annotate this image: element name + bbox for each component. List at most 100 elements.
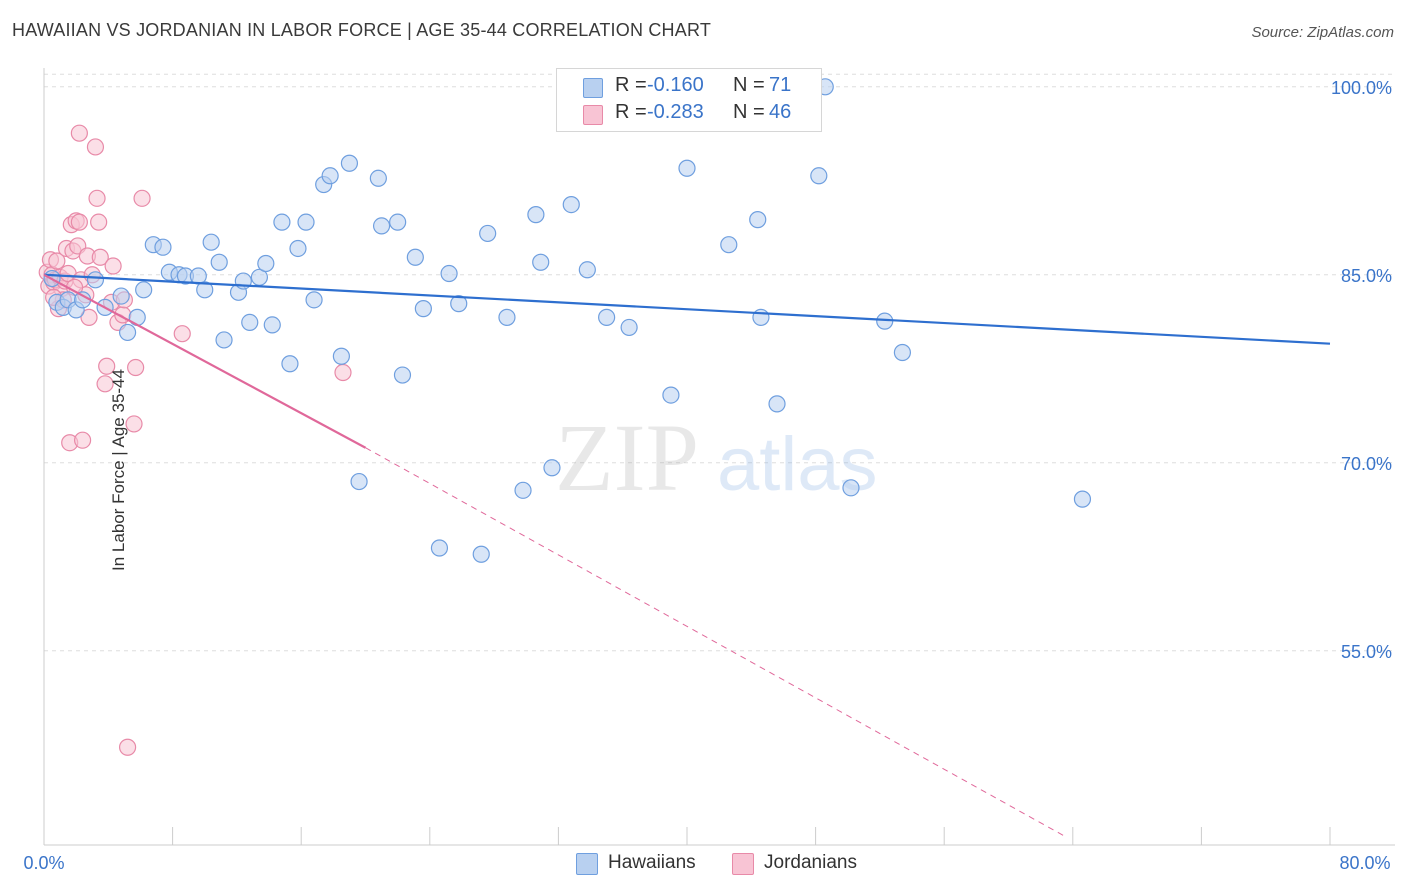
hawaiians-point	[215, 331, 233, 349]
jordanians-trend-extension	[365, 447, 1066, 837]
source-label: Source: ZipAtlas.com	[1251, 24, 1394, 41]
hawaiians-point	[842, 479, 860, 497]
jordanians-trend-line	[43, 273, 367, 449]
jordanians-point	[98, 357, 116, 375]
jordanians-point	[48, 252, 66, 270]
jordanians-point	[127, 358, 145, 377]
hawaiians-point	[372, 217, 391, 235]
hawaiians-point	[662, 386, 680, 404]
hawaiians-point	[393, 366, 412, 384]
y-axis-label: In Labor Force | Age 35-44	[108, 369, 128, 571]
hawaiians-point	[86, 271, 105, 289]
legend-row-hawaiians: R = -0.160 N = 71	[557, 74, 821, 100]
legend-r-value: -0.160	[647, 74, 704, 96]
jordanians-point	[88, 189, 106, 207]
hawaiians-point	[263, 316, 281, 334]
legend-swatch-blue	[583, 78, 603, 98]
jordanians-point	[70, 124, 88, 142]
chart-title: HAWAIIAN VS JORDANIAN IN LABOR FORCE | A…	[12, 20, 712, 40]
y-tick-label: 100.0%	[1331, 78, 1392, 98]
legend-n-value: 71	[769, 74, 792, 96]
hawaiians-point	[210, 253, 228, 271]
hawaiians-point	[369, 169, 387, 187]
jordanians-point	[96, 375, 114, 393]
jordanians-label: Jordanians	[764, 852, 857, 873]
jordanians-swatch	[732, 853, 754, 875]
legend-r-value: -0.283	[647, 101, 704, 123]
hawaiians-point	[135, 281, 153, 299]
hawaiians-point	[562, 196, 580, 214]
trend-lines	[43, 273, 1331, 837]
tick-labels: 55.0% 70.0% 85.0% 100.0% 0.0% 80.0%	[23, 78, 1392, 873]
hawaiians-point	[749, 211, 767, 229]
hawaiians-point	[678, 159, 696, 177]
hawaiians-point	[450, 295, 468, 313]
jordanians-point	[173, 325, 191, 343]
hawaiians-trend-line	[43, 273, 1331, 345]
hawaiians-point	[406, 248, 424, 266]
legend-n-label: N =	[733, 101, 765, 123]
hawaiians-point	[257, 254, 275, 273]
jordanians-point	[133, 189, 151, 207]
axes	[43, 68, 1395, 846]
hawaiians-point	[498, 308, 516, 326]
hawaiians-point	[752, 308, 770, 326]
watermark: ZIP atlas	[555, 404, 878, 511]
jordanians-point	[125, 415, 143, 433]
jordanians-point	[104, 257, 122, 275]
hawaiians-point	[297, 213, 315, 231]
hawaiians-point	[154, 238, 172, 256]
hawaiians-point	[273, 213, 291, 231]
stats-legend: R = -0.160 N = 71 R = -0.283 N = 46	[556, 68, 822, 132]
x-tick-label-max: 80.0%	[1339, 853, 1390, 873]
hawaiians-point	[73, 291, 92, 309]
hawaiians-point	[1073, 490, 1092, 508]
jordanians-point	[86, 138, 105, 156]
hawaiians-point	[112, 287, 130, 305]
hawaiians-point	[389, 213, 407, 231]
hawaiians-point	[598, 308, 616, 326]
hawaiians-point	[472, 545, 490, 563]
y-tick-label: 85.0%	[1341, 266, 1392, 286]
hawaiians-point	[196, 281, 214, 299]
jordanians-point	[91, 248, 109, 266]
hawaiians-label: Hawaiians	[608, 852, 696, 873]
hawaiians-point	[543, 459, 561, 477]
hawaiians-point	[340, 154, 359, 172]
hawaiians-point	[350, 472, 368, 491]
jordanians-point	[334, 363, 352, 382]
y-tick-label: 70.0%	[1341, 454, 1392, 474]
hawaiians-point	[281, 355, 299, 373]
hawaiians-swatch	[576, 853, 598, 875]
legend-n-value: 46	[769, 101, 792, 123]
hawaiians-point	[620, 318, 638, 337]
legend-r-label: R =	[615, 74, 647, 96]
hawaiians-point	[527, 206, 545, 224]
hawaiians-point	[332, 347, 350, 365]
hawaiians-point	[514, 481, 532, 499]
legend-row-jordanians: R = -0.283 N = 46	[557, 101, 821, 127]
hawaiians-point	[893, 343, 912, 362]
legend-swatch-pink	[583, 105, 603, 125]
x-tick-label-min: 0.0%	[23, 853, 64, 873]
jordanians-point	[73, 431, 92, 449]
hawaiians-point	[241, 313, 259, 332]
jordanians-point	[70, 213, 88, 231]
hawaiians-point	[810, 167, 828, 185]
hawaiians-point	[305, 291, 323, 309]
hawaiians-point	[479, 224, 497, 243]
legend-r-label: R =	[615, 101, 647, 123]
hawaiians-point	[440, 264, 458, 283]
hawaiians-point	[578, 261, 596, 279]
legend-n-label: N =	[733, 74, 765, 96]
hawaiians-point	[414, 300, 432, 318]
hawaiians-point	[768, 395, 786, 413]
jordanians-point	[90, 213, 108, 231]
jordanians-point	[118, 738, 137, 756]
y-tick-label: 55.0%	[1341, 642, 1392, 662]
hawaiians-point	[720, 236, 738, 254]
hawaiians-point	[202, 233, 220, 251]
hawaiians-point	[118, 323, 137, 342]
jordanians-point	[80, 308, 98, 326]
